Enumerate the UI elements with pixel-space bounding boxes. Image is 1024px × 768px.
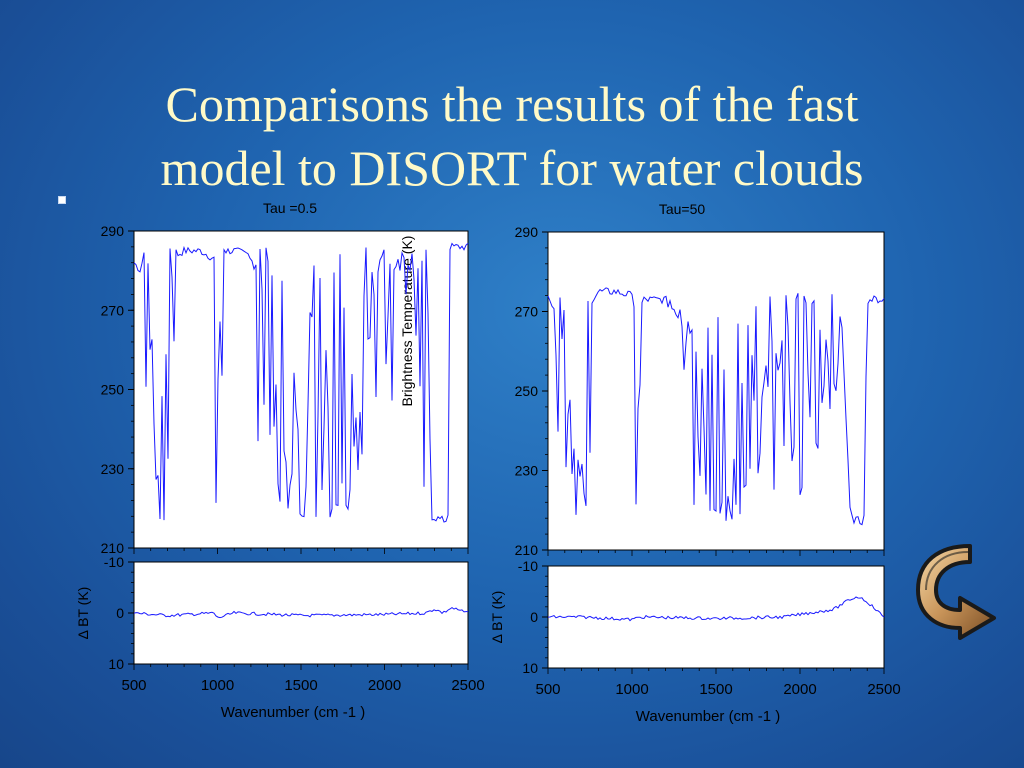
bullet-marker [58,196,66,204]
x-axis-label-3: Wavenumber (cm -1 ) [636,708,780,725]
y-tick-label-3-0: -10 [518,558,538,574]
y-axis-label-0: Brightness Temperature (K) [399,236,415,407]
y-tick-label-3-1: 0 [530,609,538,625]
y-axis-label-3: Δ BT (K) [489,591,505,644]
title-line-2: model to DISORT for water clouds [160,140,864,196]
back-button[interactable] [908,540,998,640]
title-line-1: Comparisons the results of the fast [165,76,859,132]
y-tick-label-2-0: 290 [515,224,539,240]
x-tick-label-1-2: 1500 [284,677,317,694]
y-tick-label-2-1: 270 [515,304,539,320]
series-line-3 [547,596,885,622]
y-tick-label-0-2: 250 [101,382,125,398]
x-tick-label-3-1: 1000 [615,681,648,698]
y-axis-label-1: Δ BT (K) [75,587,91,640]
chart-title-0: Tau =0.5 [263,200,317,216]
curved-return-arrow-icon [916,544,996,640]
x-tick-label-1-4: 2500 [451,677,484,694]
series-line-0 [133,242,469,523]
y-tick-label-1-2: 10 [108,656,124,672]
series-line-2 [547,287,885,526]
y-tick-label-1-1: 0 [116,605,124,621]
y-tick-label-0-0: 290 [101,223,125,239]
series-line-1 [133,606,469,619]
x-tick-label-3-4: 2500 [867,681,900,698]
x-tick-label-1-0: 500 [121,677,146,694]
y-tick-label-0-4: 210 [101,540,125,556]
y-tick-label-2-3: 230 [515,463,539,479]
plot-area-1 [133,561,469,665]
y-tick-label-0-1: 270 [101,302,125,318]
x-axis-label-1: Wavenumber (cm -1 ) [221,704,365,721]
x-tick-label-3-0: 500 [535,681,560,698]
y-tick-label-1-0: -10 [104,554,124,570]
x-tick-label-1-3: 2000 [368,677,401,694]
x-tick-label-3-3: 2000 [783,681,816,698]
slide-title: Comparisons the results of the fast mode… [0,72,1024,200]
plot-area-3 [547,565,885,669]
x-tick-label-3-2: 1500 [699,681,732,698]
y-tick-label-2-2: 250 [515,383,539,399]
plot-area-0 [133,230,469,549]
x-tick-label-1-1: 1000 [201,677,234,694]
y-tick-label-3-2: 10 [522,660,538,676]
y-tick-label-2-4: 210 [515,542,539,558]
y-tick-label-0-3: 230 [101,461,125,477]
chart-title-2: Tau=50 [659,201,706,217]
